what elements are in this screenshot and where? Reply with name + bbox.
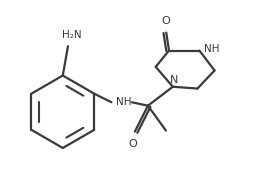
Text: N: N — [170, 75, 178, 85]
Text: NH: NH — [203, 44, 219, 54]
Text: O: O — [129, 139, 138, 149]
Text: H₂N: H₂N — [62, 30, 81, 40]
Text: NH: NH — [116, 97, 131, 107]
Text: O: O — [162, 16, 171, 26]
